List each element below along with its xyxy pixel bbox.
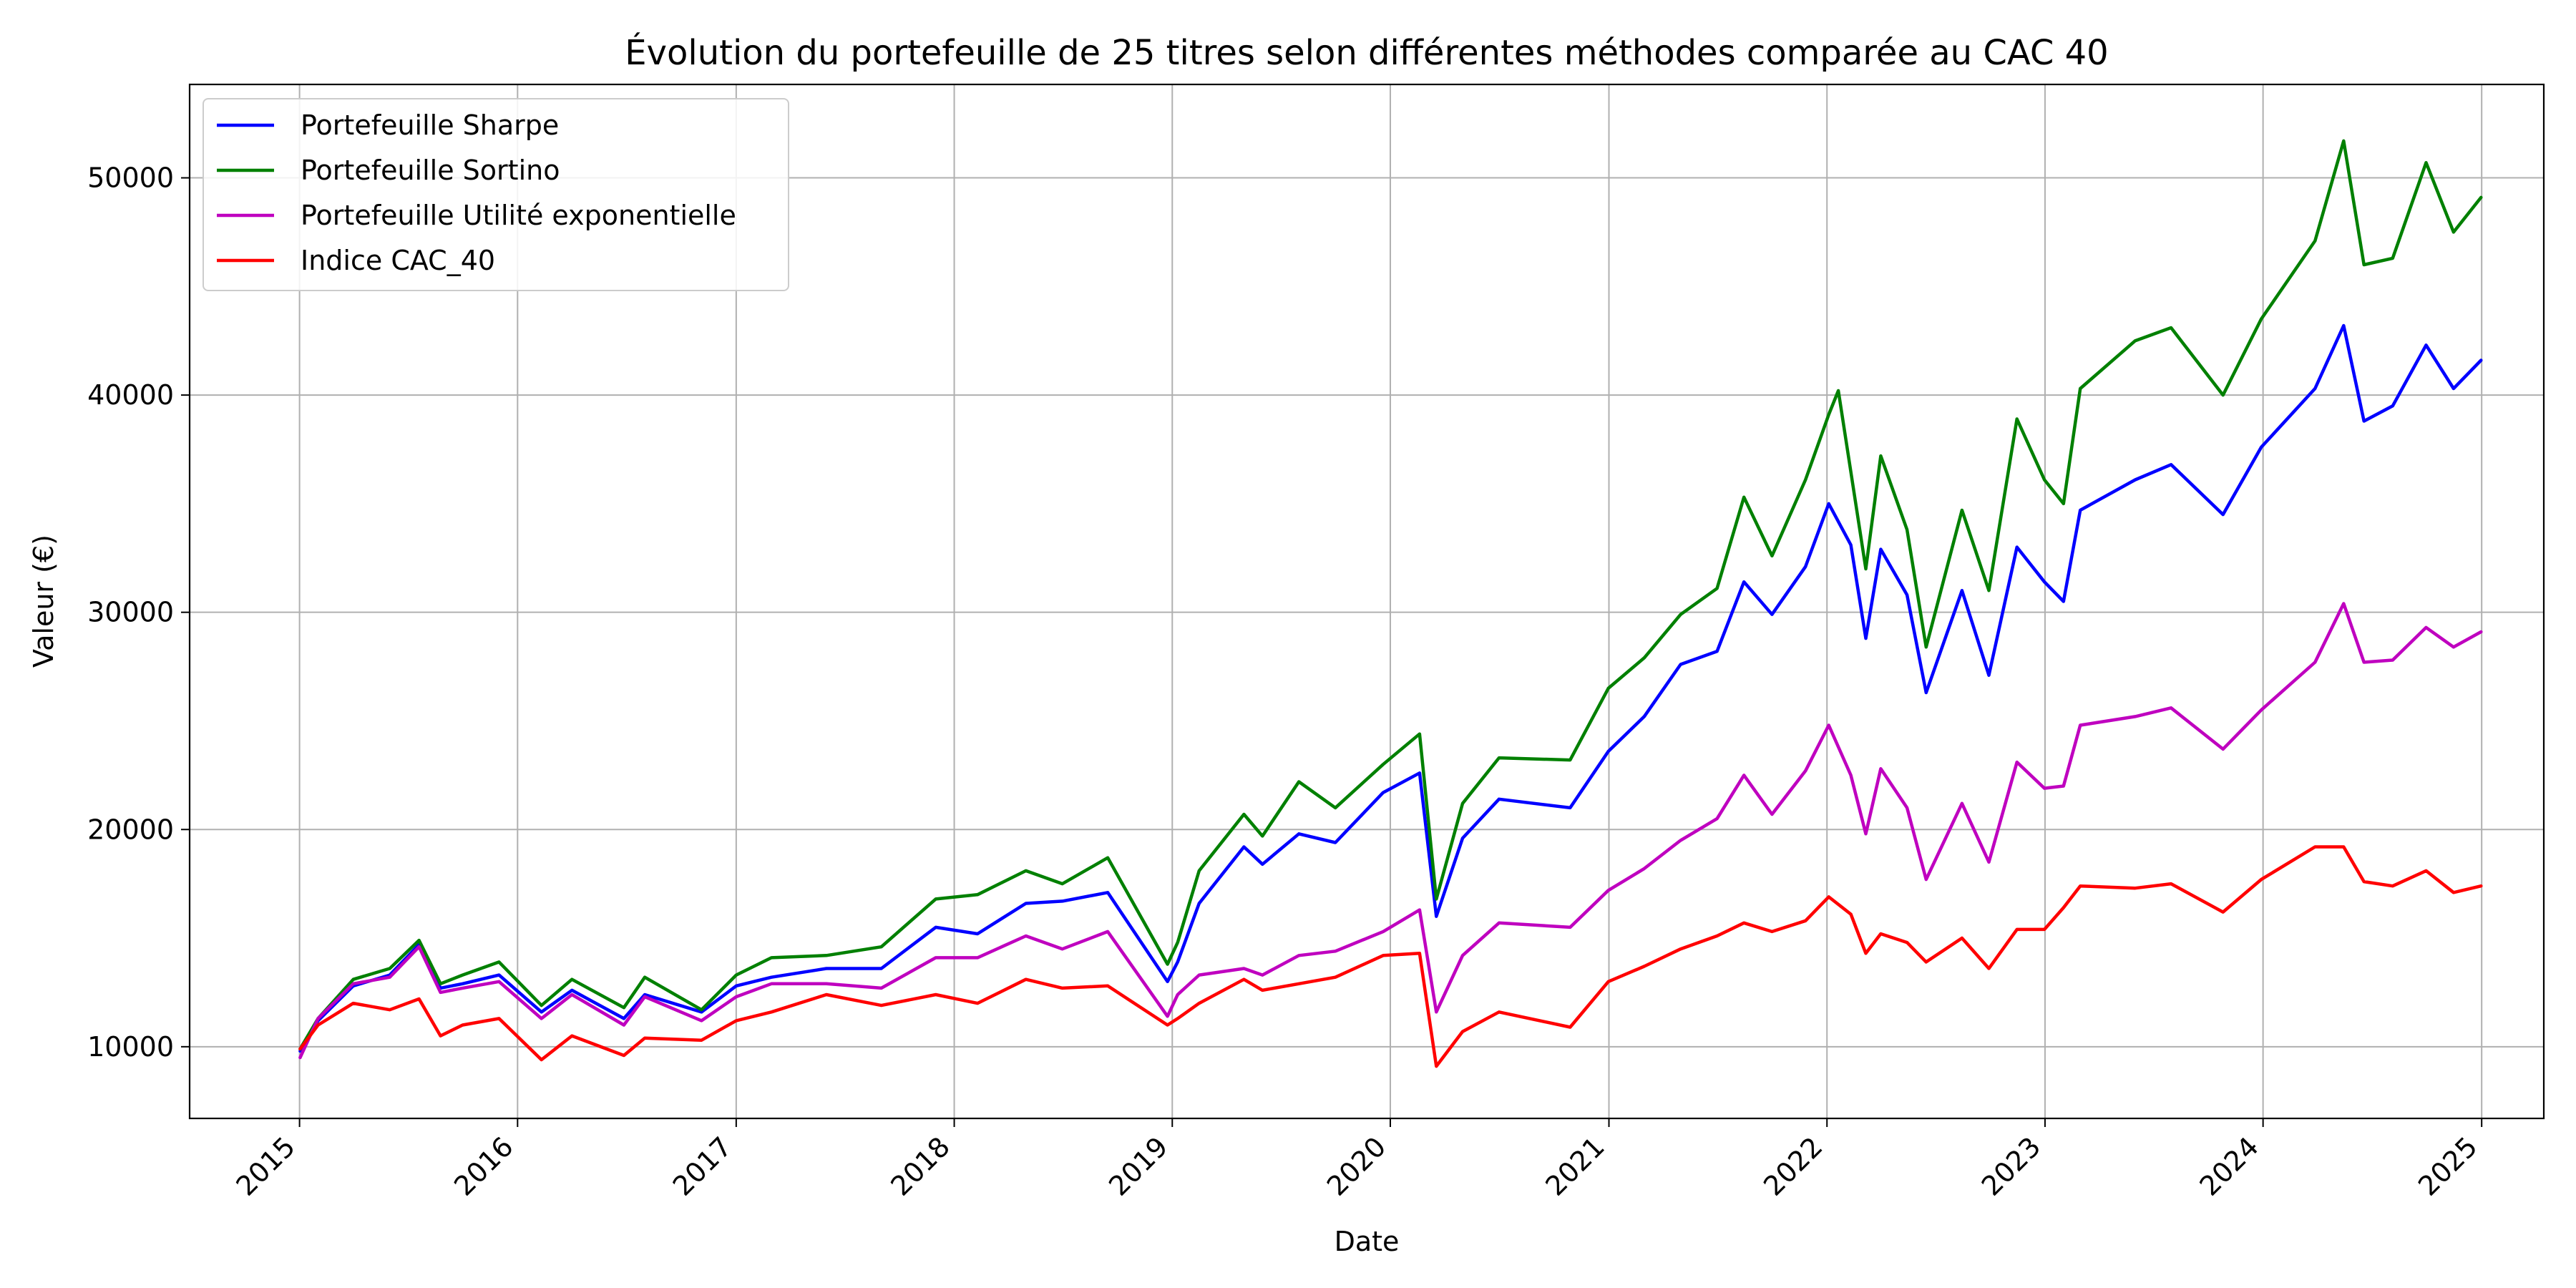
y-tick-label: 10000 xyxy=(87,1031,174,1063)
series-line-indice-cac-40 xyxy=(298,845,2483,1068)
legend: Portefeuille Sharpe Portefeuille Sortino P… xyxy=(203,98,789,291)
legend-label: Portefeuille Sharpe xyxy=(301,109,559,141)
series-line-portefeuille-sharpe xyxy=(298,323,2483,1053)
series-layer xyxy=(298,139,2483,1068)
y-tick-label: 40000 xyxy=(87,379,174,411)
y-axis-label: Valeur (€) xyxy=(28,535,59,668)
chart-title: Évolution du portefeuille de 25 titres s… xyxy=(625,32,2108,73)
series-line-portefeuille-sortino xyxy=(298,139,2483,1051)
legend-label: Portefeuille Utilité exponentielle xyxy=(301,200,736,231)
legend-label: Indice CAC_40 xyxy=(301,245,495,276)
legend-box xyxy=(203,98,789,291)
y-tick-label: 20000 xyxy=(87,814,174,845)
plot-frame xyxy=(188,83,2545,1120)
series-line-portefeuille-utilite-exponentielle xyxy=(298,602,2483,1060)
y-tick-label: 30000 xyxy=(87,597,174,628)
legend-label: Portefeuille Sortino xyxy=(301,155,560,186)
y-tick-label: 50000 xyxy=(87,162,174,194)
y-axis-ticks: 10000 20000 30000 40000 50000 xyxy=(87,162,190,1063)
x-axis-label: Date xyxy=(1335,1226,1400,1257)
legend-entries: Portefeuille Sharpe Portefeuille Sortino P… xyxy=(217,109,736,276)
